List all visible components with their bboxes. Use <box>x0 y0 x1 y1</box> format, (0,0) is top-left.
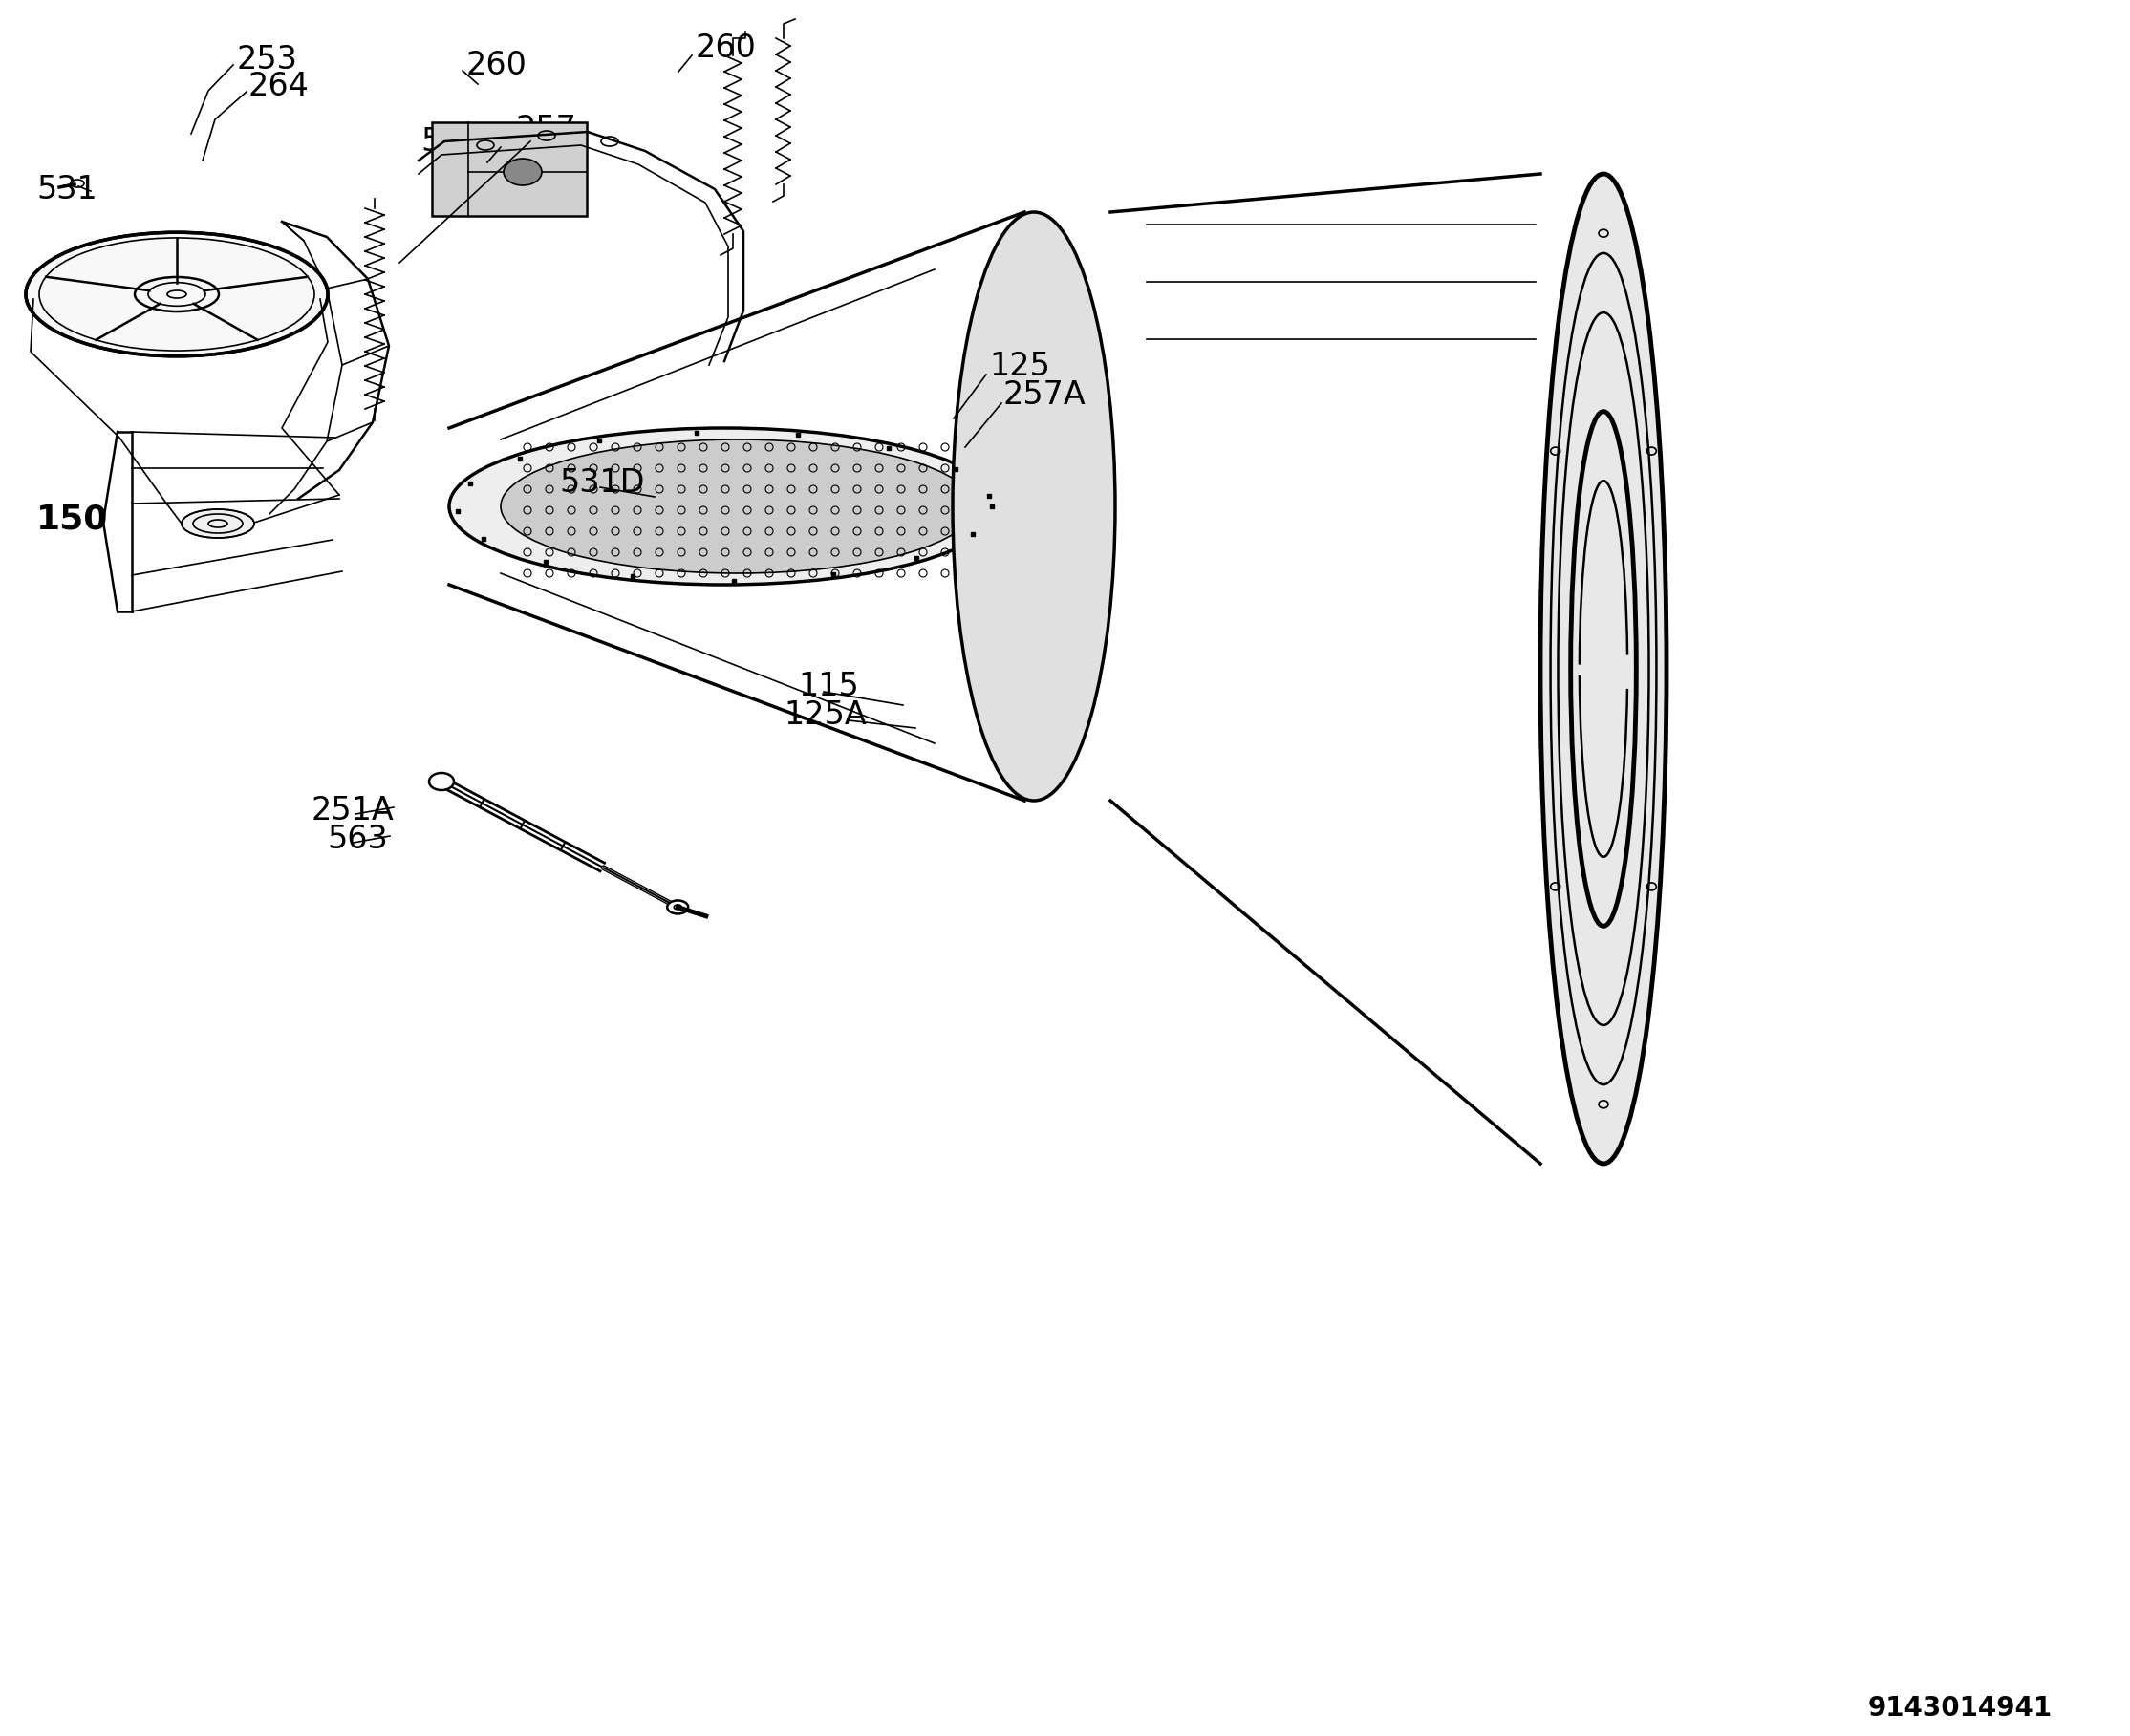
Text: 257A: 257A <box>1003 378 1086 410</box>
Ellipse shape <box>501 439 976 573</box>
Text: 125: 125 <box>988 351 1050 382</box>
Text: 563: 563 <box>326 823 388 854</box>
Ellipse shape <box>503 158 541 186</box>
Ellipse shape <box>952 212 1116 800</box>
Text: 531D: 531D <box>558 467 645 498</box>
Text: 9143014941: 9143014941 <box>1868 1694 2053 1722</box>
Ellipse shape <box>428 773 454 790</box>
Ellipse shape <box>181 509 253 538</box>
Text: 125A: 125A <box>784 700 867 731</box>
Text: 251A: 251A <box>311 795 394 826</box>
Ellipse shape <box>449 429 999 585</box>
Text: 531: 531 <box>36 174 98 205</box>
Text: 257: 257 <box>515 113 577 144</box>
Ellipse shape <box>26 233 328 356</box>
Ellipse shape <box>1540 174 1666 1163</box>
FancyBboxPatch shape <box>432 122 586 215</box>
Text: 264: 264 <box>249 69 309 102</box>
Ellipse shape <box>667 901 688 913</box>
Text: 260: 260 <box>697 31 756 64</box>
Text: 253: 253 <box>236 43 298 75</box>
Text: 115: 115 <box>799 670 858 701</box>
Text: 260: 260 <box>466 49 528 82</box>
Text: 150: 150 <box>36 502 109 535</box>
Text: 531C: 531C <box>420 125 503 158</box>
